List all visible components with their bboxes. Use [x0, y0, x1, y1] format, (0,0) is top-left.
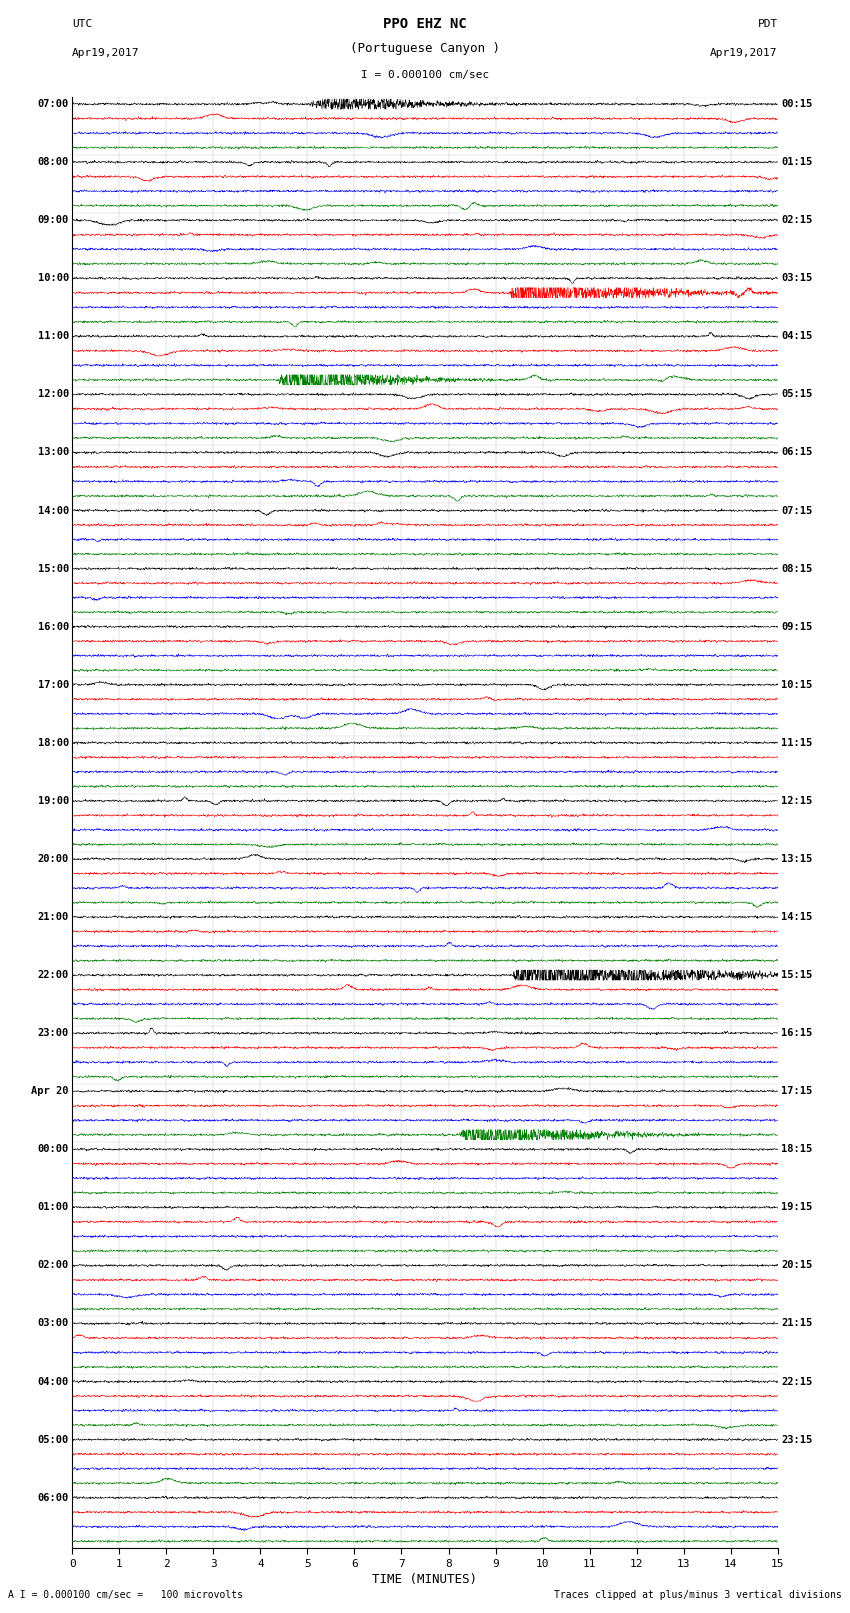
Text: 20:00: 20:00 — [37, 853, 69, 865]
Text: 00:15: 00:15 — [781, 98, 813, 110]
Text: 20:15: 20:15 — [781, 1260, 813, 1271]
Text: 13:00: 13:00 — [37, 447, 69, 458]
Text: 03:00: 03:00 — [37, 1318, 69, 1329]
Text: 14:15: 14:15 — [781, 911, 813, 923]
Text: I = 0.000100 cm/sec: I = 0.000100 cm/sec — [361, 71, 489, 81]
Text: UTC: UTC — [72, 19, 93, 29]
Text: 22:00: 22:00 — [37, 969, 69, 981]
Text: 11:00: 11:00 — [37, 331, 69, 342]
Text: Apr19,2017: Apr19,2017 — [72, 48, 139, 58]
Text: 01:00: 01:00 — [37, 1202, 69, 1213]
Text: 21:00: 21:00 — [37, 911, 69, 923]
Text: 10:15: 10:15 — [781, 679, 813, 690]
Text: 17:15: 17:15 — [781, 1086, 813, 1097]
Text: 05:15: 05:15 — [781, 389, 813, 400]
Text: 14:00: 14:00 — [37, 505, 69, 516]
Text: 19:00: 19:00 — [37, 795, 69, 806]
Text: 22:15: 22:15 — [781, 1376, 813, 1387]
Text: 03:15: 03:15 — [781, 273, 813, 284]
Text: 18:15: 18:15 — [781, 1144, 813, 1155]
Text: 13:15: 13:15 — [781, 853, 813, 865]
Text: 16:00: 16:00 — [37, 621, 69, 632]
Text: 11:15: 11:15 — [781, 737, 813, 748]
Text: 23:00: 23:00 — [37, 1027, 69, 1039]
Text: 23:15: 23:15 — [781, 1434, 813, 1445]
Text: 07:00: 07:00 — [37, 98, 69, 110]
Text: 09:00: 09:00 — [37, 215, 69, 226]
Text: 15:15: 15:15 — [781, 969, 813, 981]
Text: 01:15: 01:15 — [781, 156, 813, 168]
Text: 09:15: 09:15 — [781, 621, 813, 632]
Text: 21:15: 21:15 — [781, 1318, 813, 1329]
Text: 05:00: 05:00 — [37, 1434, 69, 1445]
Text: PDT: PDT — [757, 19, 778, 29]
Text: PPO EHZ NC: PPO EHZ NC — [383, 18, 467, 31]
Text: 15:00: 15:00 — [37, 563, 69, 574]
Text: 08:00: 08:00 — [37, 156, 69, 168]
Text: 06:15: 06:15 — [781, 447, 813, 458]
X-axis label: TIME (MINUTES): TIME (MINUTES) — [372, 1573, 478, 1586]
Text: 19:15: 19:15 — [781, 1202, 813, 1213]
Text: 06:00: 06:00 — [37, 1492, 69, 1503]
Text: 12:15: 12:15 — [781, 795, 813, 806]
Text: 18:00: 18:00 — [37, 737, 69, 748]
Text: 10:00: 10:00 — [37, 273, 69, 284]
Text: Apr 20: Apr 20 — [31, 1086, 69, 1097]
Text: 02:00: 02:00 — [37, 1260, 69, 1271]
Text: Traces clipped at plus/minus 3 vertical divisions: Traces clipped at plus/minus 3 vertical … — [553, 1590, 842, 1600]
Text: 04:15: 04:15 — [781, 331, 813, 342]
Text: 08:15: 08:15 — [781, 563, 813, 574]
Text: 00:00: 00:00 — [37, 1144, 69, 1155]
Text: (Portuguese Canyon ): (Portuguese Canyon ) — [350, 42, 500, 55]
Text: 02:15: 02:15 — [781, 215, 813, 226]
Text: 17:00: 17:00 — [37, 679, 69, 690]
Text: 07:15: 07:15 — [781, 505, 813, 516]
Text: 04:00: 04:00 — [37, 1376, 69, 1387]
Text: Apr19,2017: Apr19,2017 — [711, 48, 778, 58]
Text: 16:15: 16:15 — [781, 1027, 813, 1039]
Text: 12:00: 12:00 — [37, 389, 69, 400]
Text: A I = 0.000100 cm/sec =   100 microvolts: A I = 0.000100 cm/sec = 100 microvolts — [8, 1590, 243, 1600]
